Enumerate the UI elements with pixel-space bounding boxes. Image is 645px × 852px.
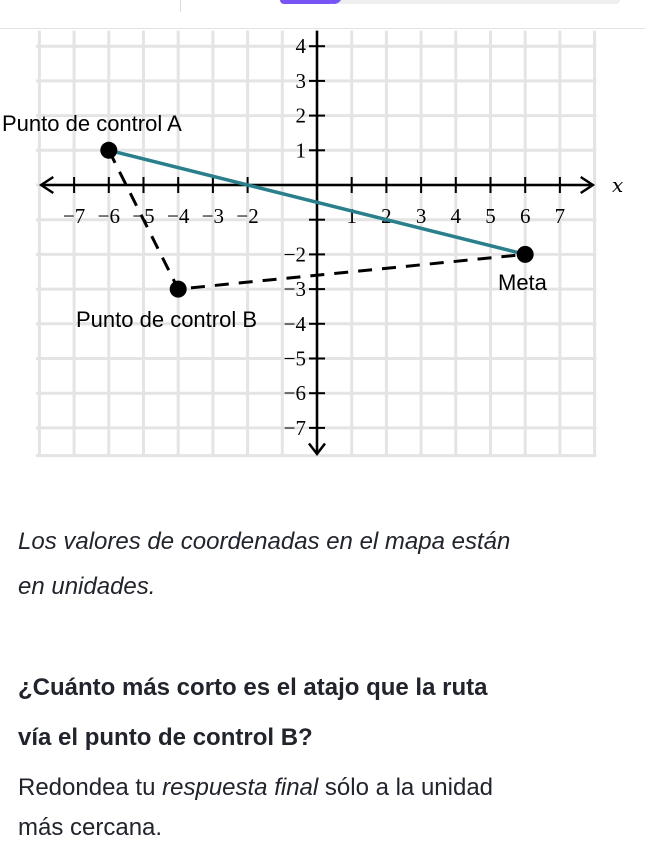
shortcut-line [108, 148, 526, 257]
x-tick-label: 6 [520, 204, 531, 228]
y-tick-label: −6 [284, 381, 306, 405]
y-tick-label: −7 [284, 416, 306, 440]
x-tick-label: −3 [202, 204, 224, 228]
progress-knob [326, 0, 343, 4]
instruction-pre: Redondea tu [18, 774, 163, 801]
y-tick-label: −4 [284, 312, 307, 336]
progress-fill [280, 0, 335, 4]
x-tick-label: −6 [98, 204, 120, 228]
question-line-2: vía el punto de control B? [18, 724, 313, 751]
header-divider [0, 28, 645, 29]
x-tick-label: −7 [63, 204, 85, 228]
x-tick-label: 5 [485, 204, 496, 228]
progress-bar [280, 0, 620, 4]
instruction-italic: respuesta final [162, 774, 319, 801]
x-tick-label: 2 [381, 204, 392, 228]
toolbar-divider [180, 0, 181, 12]
coordinate-map: x−7 −6 −5 −4 −3 −2 1 2 3 4 5 6 74321−2−3−4−5−6−7Punt… [2, 30, 623, 458]
note-line-1: Los valores de coordenadas en el mapa es… [18, 528, 511, 555]
x-axis-right-arrow-icon [580, 175, 596, 195]
instruction-line-2: más cercana. [18, 814, 163, 841]
y-tick-label: 1 [296, 138, 307, 162]
x-axis-left-arrow-icon [38, 175, 54, 195]
point-goal [516, 245, 534, 263]
x-tick-label: 4 [451, 204, 462, 228]
instruction-line-1: Redondea tu respuesta final sólo a la un… [18, 764, 493, 812]
question-line-1: ¿Cuánto más corto es el atajo que la rut… [18, 674, 488, 701]
point-b [169, 280, 187, 298]
point-a-label: Punto de control A [2, 111, 182, 136]
instruction-post: sólo a la unidad [318, 774, 494, 801]
point-a [100, 141, 118, 159]
y-axis-down-arrow-icon [308, 442, 326, 456]
x-tick-label: −4 [167, 204, 190, 228]
y-tick-label: 3 [296, 69, 307, 93]
note-line-2: en unidades. [18, 573, 156, 600]
x-tick-label: 1 [346, 204, 357, 228]
goal-label: Meta [498, 270, 548, 295]
x-tick-label: −2 [236, 204, 258, 228]
point-b-label: Punto de control B [76, 307, 257, 332]
y-tick-label: −3 [284, 277, 306, 301]
y-tick-label: −2 [284, 242, 306, 266]
x-tick-label: 3 [416, 204, 427, 228]
y-tick-label: −5 [284, 347, 306, 371]
x-tick-label: 7 [555, 204, 566, 228]
y-tick-label: 4 [296, 34, 307, 58]
y-tick-label: 2 [296, 104, 307, 128]
x-tick-label: −5 [132, 204, 154, 228]
x-axis-label: x [612, 173, 623, 197]
